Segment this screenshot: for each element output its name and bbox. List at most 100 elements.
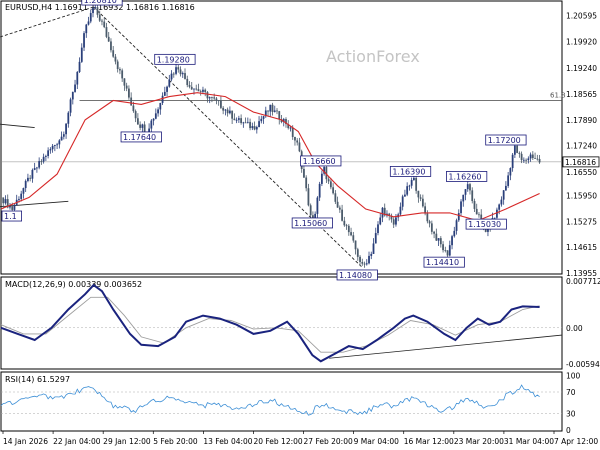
swing-label-box [1, 210, 23, 222]
candle-body [130, 97, 133, 106]
candle-body [448, 245, 451, 256]
swing-label-box [389, 166, 432, 177]
candle-body [451, 236, 453, 246]
candle-body [289, 127, 292, 129]
swing-label: 1.15060 [294, 219, 327, 228]
candle-body [401, 196, 404, 207]
candle-body [287, 124, 290, 129]
candle-body [381, 207, 384, 218]
candle-body [67, 112, 70, 124]
candle-body [525, 159, 527, 161]
candle-body [323, 167, 326, 174]
rsi-y-tick: 30 [566, 410, 576, 419]
trendline [0, 6, 94, 38]
candle-body [303, 168, 305, 178]
candle-body [125, 85, 128, 89]
candle-body [33, 168, 36, 170]
price-layer: 61.8 1.20810 1.19280 1.17640 1.16660 1.15060 1… [0, 0, 566, 281]
candle-body [36, 167, 38, 169]
candle-body [226, 109, 229, 114]
candle-body [123, 78, 126, 86]
candle-body [511, 154, 514, 169]
candle-body [240, 118, 243, 124]
candle-body [202, 89, 204, 92]
candle-body [428, 221, 431, 224]
candle-body [112, 50, 115, 57]
x-tick-label: 7 Apr 12:00 [554, 437, 598, 446]
macd-header: MACD(12,26,9) 0.00339 0.003652 [5, 280, 142, 289]
candle-body [412, 177, 415, 181]
candle-body [179, 69, 182, 75]
price-y-tick: 1.18565 [566, 90, 597, 99]
candle-body [251, 126, 254, 129]
candle-body [190, 86, 193, 90]
candle-body [291, 127, 294, 137]
candle-body [116, 61, 119, 70]
candle-body [253, 126, 256, 130]
candle-body [361, 262, 364, 264]
candle-body [282, 119, 285, 123]
candle-body [480, 214, 483, 220]
candle-body [94, 7, 97, 8]
candle-body [334, 193, 337, 202]
rsi-line [0, 384, 540, 416]
candle-body [163, 91, 166, 96]
candle-body [44, 155, 47, 157]
candle-body [159, 102, 162, 110]
candle-body [9, 206, 11, 208]
x-tick-label: 16 Mar 12:00 [404, 437, 454, 446]
candle-body [92, 7, 94, 14]
candle-body [172, 73, 175, 75]
candle-body [430, 223, 433, 232]
candle-body [478, 214, 480, 216]
swing-label: 1.17200 [488, 136, 521, 145]
price-y-tick: 1.15275 [566, 218, 597, 227]
swing-label-box [154, 53, 196, 65]
candle-body [42, 156, 45, 162]
candle-body [325, 167, 328, 180]
candle-body [505, 185, 507, 191]
candle-body [318, 183, 321, 198]
candle-body [446, 250, 449, 256]
swing-label: 1.19280 [157, 55, 190, 64]
price-y-tick: 1.19920 [566, 38, 597, 47]
candle-body [493, 217, 496, 219]
candle-body [220, 100, 222, 108]
candle-body [460, 201, 462, 214]
candle-body [395, 217, 397, 225]
candle-body [410, 180, 413, 186]
candle-body [143, 124, 146, 132]
candle-body [336, 201, 339, 208]
candle-body [383, 207, 386, 216]
candle-body [58, 140, 61, 145]
price-y-tick: 1.17890 [566, 116, 597, 125]
candle-body [513, 145, 516, 155]
candle-body [500, 199, 503, 205]
candle-body [285, 119, 287, 125]
candle-body [134, 111, 137, 119]
macd-panel-frame [0, 276, 563, 370]
candle-body [356, 249, 359, 257]
candle-body [392, 219, 395, 225]
candle-body [343, 220, 346, 226]
candle-body [536, 158, 539, 160]
candle-body [408, 185, 411, 187]
swing-label: 1.17640 [123, 133, 156, 142]
candle-body [417, 190, 420, 198]
x-tick-label: 31 Mar 04:00 [504, 437, 554, 446]
candle-body [78, 61, 81, 72]
candle-body [166, 86, 168, 92]
candle-body [278, 111, 281, 120]
candle-body [271, 104, 274, 112]
candle-body [85, 24, 88, 34]
moving-average-line [0, 92, 540, 222]
x-tick-label: 29 Jan 12:00 [103, 437, 151, 446]
candle-body [242, 122, 245, 124]
candle-body [352, 235, 355, 241]
candle-body [235, 119, 238, 121]
price-header: EURUSD,H4 1.16911 1.16932 1.16816 1.1681… [5, 3, 195, 12]
candle-body [372, 243, 375, 254]
candle-body [217, 100, 220, 102]
swing-label-box [81, 0, 123, 6]
